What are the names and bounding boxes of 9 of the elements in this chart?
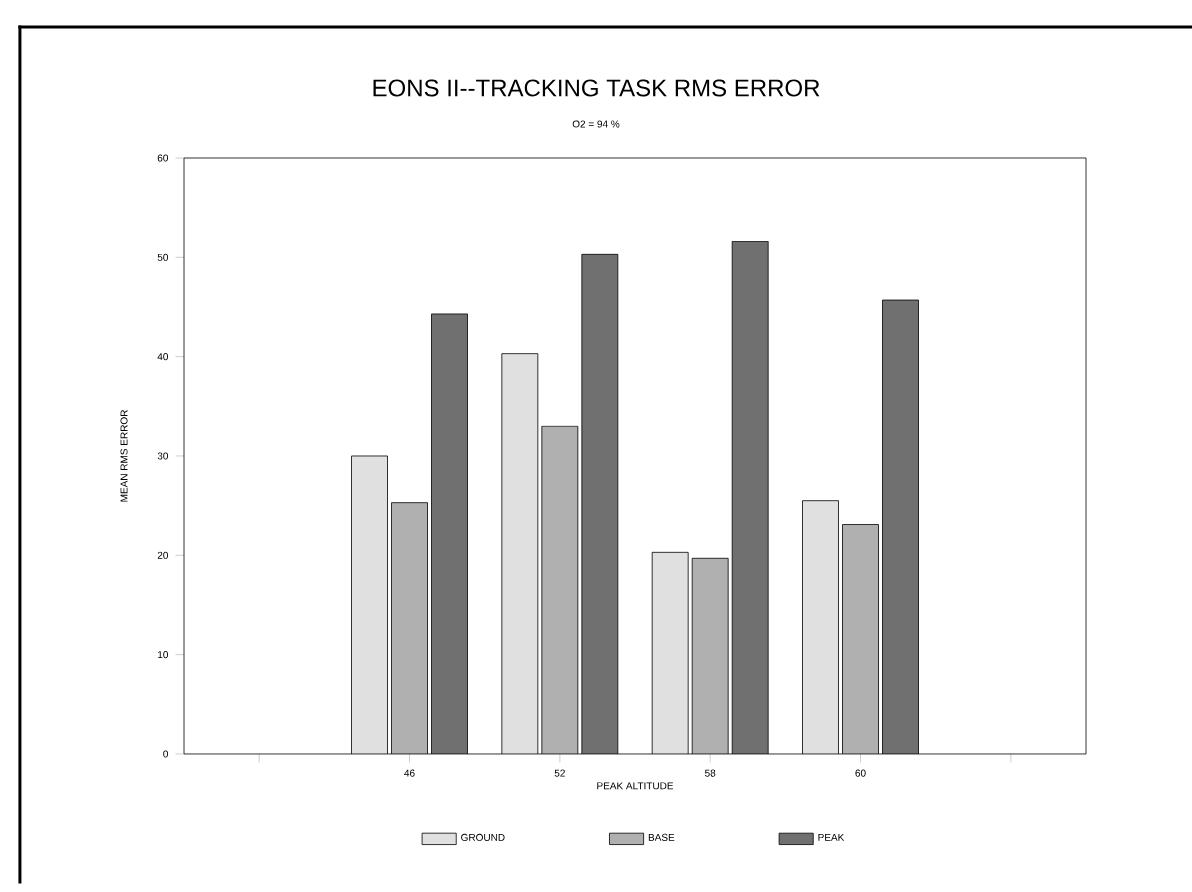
- bar: [691, 557, 729, 754]
- bar: [391, 502, 428, 754]
- bar: [501, 353, 539, 754]
- bar: [541, 425, 579, 754]
- bar: [651, 551, 689, 754]
- bar: [842, 524, 879, 754]
- bar: [351, 455, 388, 754]
- bar: [802, 500, 839, 754]
- chart-title: EONS II--TRACKING TASK RMS ERROR: [373, 79, 820, 97]
